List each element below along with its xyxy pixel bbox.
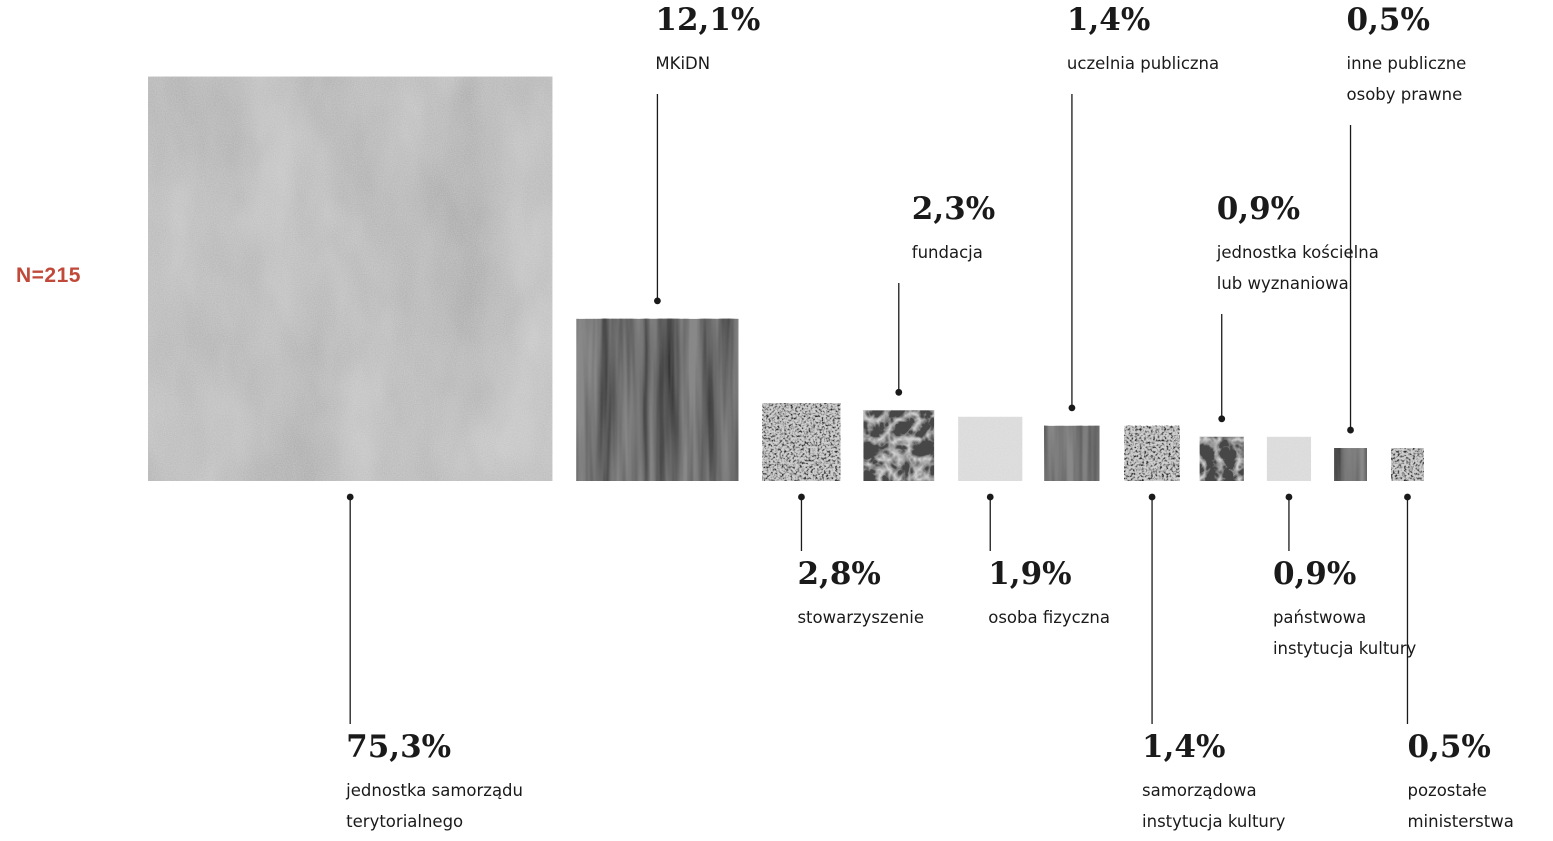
category-label-10-line-2: osoby prawne xyxy=(1347,85,1463,104)
category-label-11-line-1: pozostałe xyxy=(1407,781,1486,800)
category-label-10-line-1: inne publiczne xyxy=(1347,54,1467,73)
value-label-2: 12,1% xyxy=(655,2,760,38)
leader-dot-6 xyxy=(1068,404,1076,412)
square-mark-7 xyxy=(1124,425,1180,481)
category-label-6-line-1: uczelnia publiczna xyxy=(1067,54,1219,73)
leader-dot-2 xyxy=(654,297,661,305)
value-label-3: 2,8% xyxy=(797,556,880,592)
square-mark-5 xyxy=(958,416,1023,481)
category-label-1-line-2: terytorialnego xyxy=(346,812,463,831)
value-label-5: 1,9% xyxy=(988,556,1071,592)
square-mark-6 xyxy=(1044,425,1100,481)
category-label-3-line-1: stowarzyszenie xyxy=(797,608,924,627)
square-mark-10 xyxy=(1334,448,1367,481)
value-label-9: 0,9% xyxy=(1273,556,1356,592)
sample-size-label: N=215 xyxy=(16,264,81,287)
square-mark-11 xyxy=(1390,448,1424,481)
category-label-7-line-2: instytucja kultury xyxy=(1142,812,1286,831)
square-mark-8 xyxy=(1199,436,1244,481)
value-label-7: 1,4% xyxy=(1142,729,1225,765)
square-mark-9 xyxy=(1266,436,1312,481)
value-label-4: 2,3% xyxy=(912,191,995,227)
value-label-1: 75,3% xyxy=(346,729,451,765)
leader-dot-4 xyxy=(895,388,903,396)
leader-dot-10 xyxy=(1347,426,1354,434)
leader-dot-8 xyxy=(1218,415,1226,423)
square-mark-3 xyxy=(762,403,841,481)
category-label-8-line-1: jednostka kościelna xyxy=(1216,243,1379,262)
category-label-1-line-1: jednostka samorządu xyxy=(345,781,523,800)
square-mark-4 xyxy=(863,410,935,481)
square-mark-2 xyxy=(576,318,739,481)
category-label-5-line-1: osoba fizyczna xyxy=(988,608,1110,627)
category-label-9-line-1: państwowa xyxy=(1273,608,1366,627)
category-label-9-line-2: instytucja kultury xyxy=(1273,639,1417,658)
category-label-8-line-2: lub wyznaniowa xyxy=(1217,274,1349,293)
category-label-4-line-1: fundacja xyxy=(912,243,983,262)
value-label-11: 0,5% xyxy=(1407,729,1490,765)
category-label-7-line-1: samorządowa xyxy=(1142,781,1257,800)
category-label-2-line-1: MKiDN xyxy=(655,54,710,73)
value-label-6: 1,4% xyxy=(1067,2,1150,38)
category-label-11-line-2: ministerstwa xyxy=(1407,812,1513,831)
value-label-10: 0,5% xyxy=(1347,2,1430,38)
value-label-8: 0,9% xyxy=(1217,191,1300,227)
square-mark-1 xyxy=(148,76,553,482)
